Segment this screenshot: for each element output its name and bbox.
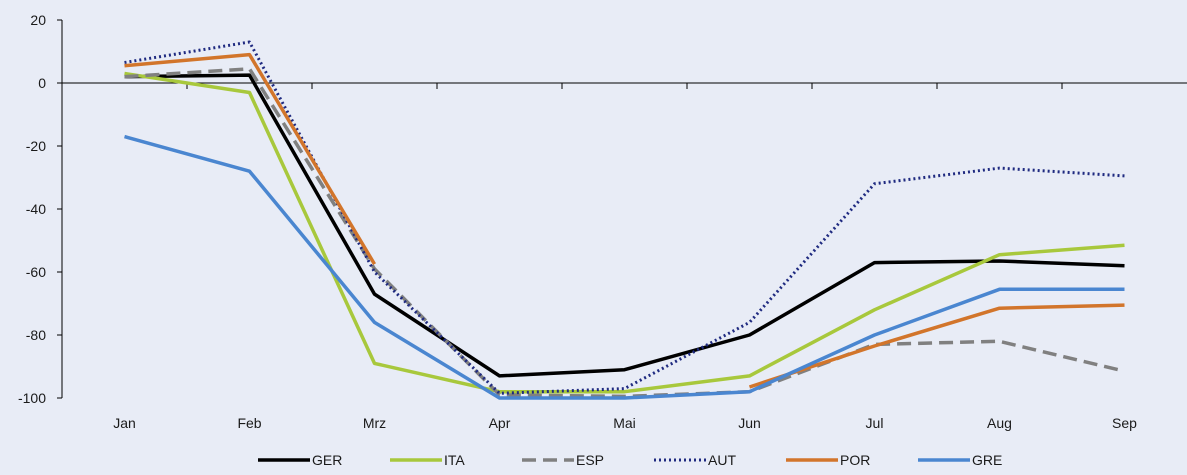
legend: GER ITA ESP AUT POR GRE xyxy=(258,452,1002,468)
series-line-ita xyxy=(124,71,1125,394)
x-tick-label: Mai xyxy=(613,415,636,431)
legend-item-por: POR xyxy=(786,452,870,468)
legend-label: GRE xyxy=(972,452,1002,468)
x-axis: Jan Feb Mrz Apr Mai Jun Jul Aug Sep xyxy=(62,82,1187,431)
y-tick-label: 20 xyxy=(30,12,46,28)
series-line-por xyxy=(124,52,377,265)
x-tick-label: Jul xyxy=(866,415,884,431)
x-tick-label: Sep xyxy=(1112,415,1137,431)
series-line-ger xyxy=(124,73,1125,378)
series-lines xyxy=(124,40,1125,400)
y-tick-label: -80 xyxy=(26,327,46,343)
series-ger xyxy=(124,73,1125,378)
x-tick-label: Jun xyxy=(738,415,761,431)
series-line-por xyxy=(748,303,1125,389)
x-tick-label: Aug xyxy=(987,415,1012,431)
legend-item-ita: ITA xyxy=(390,452,465,468)
y-tick-label: -40 xyxy=(26,201,46,217)
series-line-gre xyxy=(124,134,1125,400)
legend-item-ger: GER xyxy=(258,452,342,468)
y-tick-label: -100 xyxy=(18,390,46,406)
series-por xyxy=(124,52,1125,389)
y-tick-label: -60 xyxy=(26,264,46,280)
legend-item-gre: GRE xyxy=(918,452,1002,468)
legend-item-esp: ESP xyxy=(522,452,604,468)
y-tick-label: 0 xyxy=(38,75,46,91)
x-tick-label: Feb xyxy=(237,415,261,431)
x-tick-label: Apr xyxy=(489,415,511,431)
legend-label: GER xyxy=(312,452,342,468)
series-ita xyxy=(124,71,1125,394)
x-tick-label: Jan xyxy=(113,415,136,431)
legend-item-aut: AUT xyxy=(654,452,736,468)
legend-label: ESP xyxy=(576,452,604,468)
x-tick-label: Mrz xyxy=(363,415,386,431)
legend-label: AUT xyxy=(708,452,736,468)
legend-label: ITA xyxy=(444,452,465,468)
y-tick-label: -20 xyxy=(26,138,46,154)
y-axis: 20 0 -20 -40 -60 -80 -100 xyxy=(18,12,63,406)
series-gre xyxy=(124,134,1125,400)
legend-label: POR xyxy=(840,452,870,468)
